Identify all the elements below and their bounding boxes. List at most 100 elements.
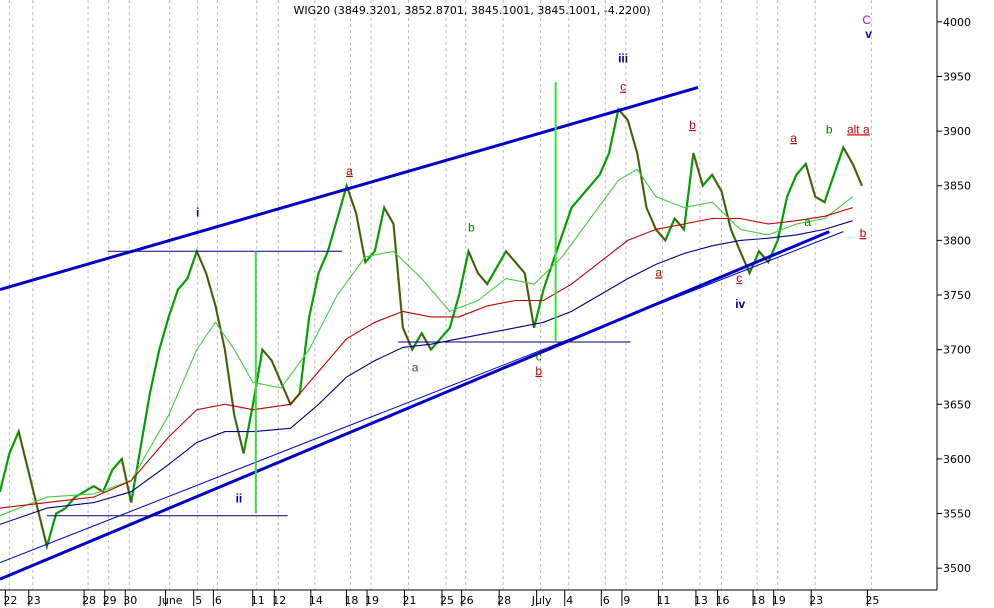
x-tick-label: 29 <box>103 594 117 607</box>
x-tick-label: 12 <box>272 594 286 607</box>
price-down-segment <box>805 163 816 197</box>
price-down-segment <box>674 218 685 230</box>
x-tick-label: 11 <box>656 594 670 607</box>
price-down-segment <box>233 415 245 454</box>
wave-label-10: c <box>536 350 542 364</box>
price-down-segment <box>224 349 235 416</box>
x-tick-label: 28 <box>82 594 96 607</box>
x-tick-label: June <box>158 594 183 607</box>
y-tick-label: 3750 <box>943 289 971 302</box>
wave-label-0: i <box>196 205 199 219</box>
wave-label-6: C <box>862 13 871 27</box>
trend-lines <box>0 81 844 581</box>
y-tick-label: 3600 <box>943 453 971 466</box>
price-down-segment <box>383 207 394 225</box>
wave-label-1: ii <box>236 492 243 506</box>
series-2-line <box>0 207 853 509</box>
wave-label-19: alt a <box>847 122 870 136</box>
y-tick-label: 3850 <box>943 180 971 193</box>
wave-label-15: c <box>736 271 742 285</box>
wave-label-16: a <box>790 131 797 145</box>
price-down-segment <box>215 305 226 350</box>
price-down-segment <box>646 207 657 230</box>
wave-label-20: b <box>860 226 867 240</box>
price-down-segment <box>121 458 132 503</box>
price-down-segment <box>36 507 48 547</box>
y-tick-label: 4000 <box>943 16 971 29</box>
x-tick-label: 4 <box>566 594 573 607</box>
price-down-segment <box>721 191 732 230</box>
x-tick-label: 30 <box>123 594 137 607</box>
x-tick-label: 18 <box>751 594 765 607</box>
x-tick-label: 18 <box>344 594 358 607</box>
price-down-segment <box>261 349 273 361</box>
x-tick-label: 6 <box>603 594 610 607</box>
trend-line-0 <box>0 85 699 291</box>
moving-averages <box>0 168 854 525</box>
wave-label-18: a <box>804 215 811 229</box>
price-down-segment <box>271 360 282 383</box>
price-down-segment <box>514 261 526 274</box>
price-down-segment <box>355 212 366 263</box>
price-down-segment <box>18 431 29 470</box>
price-down-segment <box>421 332 432 350</box>
x-tick-label: July <box>531 594 552 607</box>
wave-label-11: b <box>535 364 542 378</box>
x-tick-label: 25 <box>865 594 879 607</box>
wave-label-17: b <box>826 122 833 136</box>
x-tick-label: 14 <box>309 594 323 607</box>
x-tick-label: 23 <box>27 594 41 607</box>
series-1-line <box>0 168 854 517</box>
y-tick-label: 3500 <box>943 562 971 575</box>
price-down-segment <box>393 223 404 328</box>
y-tick-label: 3900 <box>943 125 971 138</box>
trend-line-1 <box>0 230 830 581</box>
price-down-segment <box>711 174 722 192</box>
y-tick-label: 3700 <box>943 344 971 357</box>
price-down-segment <box>636 152 648 208</box>
wave-label-2: iii <box>618 51 628 65</box>
x-axis: 22 23 28 29 30 June 5 6 11 12 14 18 19 21 25 26 28 July 4 6… <box>3 590 879 607</box>
y-axis: 3500 3550 3600 3650 3700 3750 3800 3850 3900 3950… <box>937 16 971 575</box>
price-down-segment <box>814 196 825 203</box>
x-tick-label: 25 <box>440 594 454 607</box>
wave-label-7: a <box>346 164 353 178</box>
x-tick-label: 19 <box>365 594 379 607</box>
trend-line-2 <box>0 231 844 564</box>
x-tick-label: 23 <box>809 594 823 607</box>
price-down-segment <box>477 272 488 285</box>
wave-label-12: c <box>620 80 626 94</box>
y-tick-label: 3800 <box>943 234 971 247</box>
wave-label-4: v <box>865 27 872 41</box>
y-tick-label: 3550 <box>943 508 971 521</box>
price-down-segment <box>205 273 216 307</box>
chart-title: WIG20 (3849.3201, 3852.8701, 3845.1001, … <box>293 4 650 17</box>
x-tick-label: 16 <box>715 594 729 607</box>
wave-label-13: b <box>689 118 696 132</box>
y-tick-label: 3650 <box>943 398 971 411</box>
wave-label-8: b <box>468 221 475 235</box>
series-3-line <box>0 220 853 525</box>
y-tick-label: 3950 <box>943 70 971 83</box>
x-tick-label: 5 <box>195 594 202 607</box>
price-down-segment <box>505 250 516 263</box>
x-tick-label: 13 <box>694 594 708 607</box>
x-tick-label: 28 <box>497 594 511 607</box>
wave-label-14: a <box>655 265 662 279</box>
x-tick-label: 26 <box>460 594 474 607</box>
price-down-segment <box>842 147 854 165</box>
price-down-segment <box>852 163 863 186</box>
x-tick-label: 9 <box>623 594 630 607</box>
x-tick-label: 21 <box>403 594 417 607</box>
x-tick-label: 6 <box>215 594 222 607</box>
price-down-segment <box>346 185 357 214</box>
price-down-segment <box>730 229 741 252</box>
price-down-segment <box>627 120 638 154</box>
x-tick-label: 19 <box>772 594 786 607</box>
wave-label-3: iv <box>735 297 745 311</box>
price-down-segment <box>655 229 666 241</box>
price-down-segment <box>196 251 207 274</box>
wave-label-9: a <box>412 360 419 374</box>
